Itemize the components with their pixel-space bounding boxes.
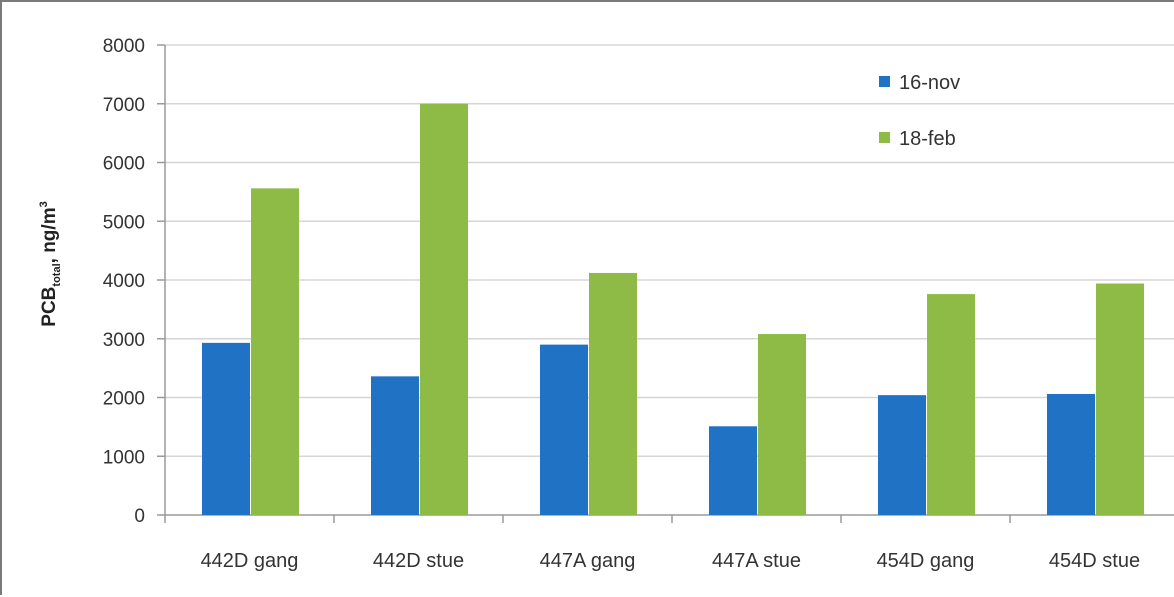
y-axis-title-unit: , ng/m (39, 207, 60, 263)
bar-18-feb-442D-stue (420, 103, 468, 515)
y-axis-title-main: PCB (39, 287, 60, 327)
bar-18-feb-454D-stue (1096, 283, 1144, 515)
bar-18-feb-442D-gang (251, 188, 299, 515)
bar-16-nov-454D-gang (878, 395, 926, 515)
bar-18-feb-454D-gang (927, 294, 975, 515)
x-category-label: 454D stue (1049, 550, 1140, 572)
x-category-label: 442D stue (373, 550, 464, 572)
bar-16-nov-454D-stue (1047, 393, 1095, 515)
legend: 16-nov 18-feb (879, 72, 960, 150)
bar-18-feb-447A-stue (758, 334, 806, 515)
y-axis-title-superscript: 3 (38, 201, 50, 207)
bar-16-nov-447A-gang (540, 344, 588, 515)
y-tick-label: 7000 (103, 95, 145, 116)
bar-18-feb-447A-gang (589, 272, 637, 515)
y-tick-label: 4000 (103, 271, 145, 292)
y-tick-label: 3000 (103, 330, 145, 351)
y-tick-label: 6000 (103, 154, 145, 175)
y-tick-label: 1000 (103, 447, 145, 468)
bar-16-nov-447A-stue (709, 426, 757, 515)
y-tick-label: 8000 (103, 36, 145, 57)
bars (202, 103, 1144, 515)
bar-16-nov-442D-gang (202, 342, 250, 515)
legend-label-18-feb: 18-feb (899, 128, 956, 150)
x-category-label: 447A gang (540, 550, 636, 572)
y-axis-title-subscript: total (51, 263, 63, 286)
y-tick-label: 5000 (103, 212, 145, 233)
y-axis-title: PCBtotal, ng/m3 (38, 201, 63, 326)
gridlines (165, 44, 1174, 457)
x-category-label: 454D gang (877, 550, 975, 572)
tick-labels: 0 1000 2000 3000 4000 5000 6000 7000 8000 442D ga… (103, 36, 1140, 572)
y-tick-label: 0 (134, 506, 145, 527)
bar-16-nov-442D-stue (371, 376, 419, 515)
x-category-label: 447A stue (712, 550, 801, 572)
legend-label-16-nov: 16-nov (899, 72, 960, 94)
legend-swatch-18-feb (879, 132, 890, 143)
x-category-label: 442D gang (201, 550, 299, 572)
y-tick-label: 2000 (103, 389, 145, 410)
legend-swatch-16-nov (879, 76, 890, 87)
axes (157, 44, 1174, 523)
